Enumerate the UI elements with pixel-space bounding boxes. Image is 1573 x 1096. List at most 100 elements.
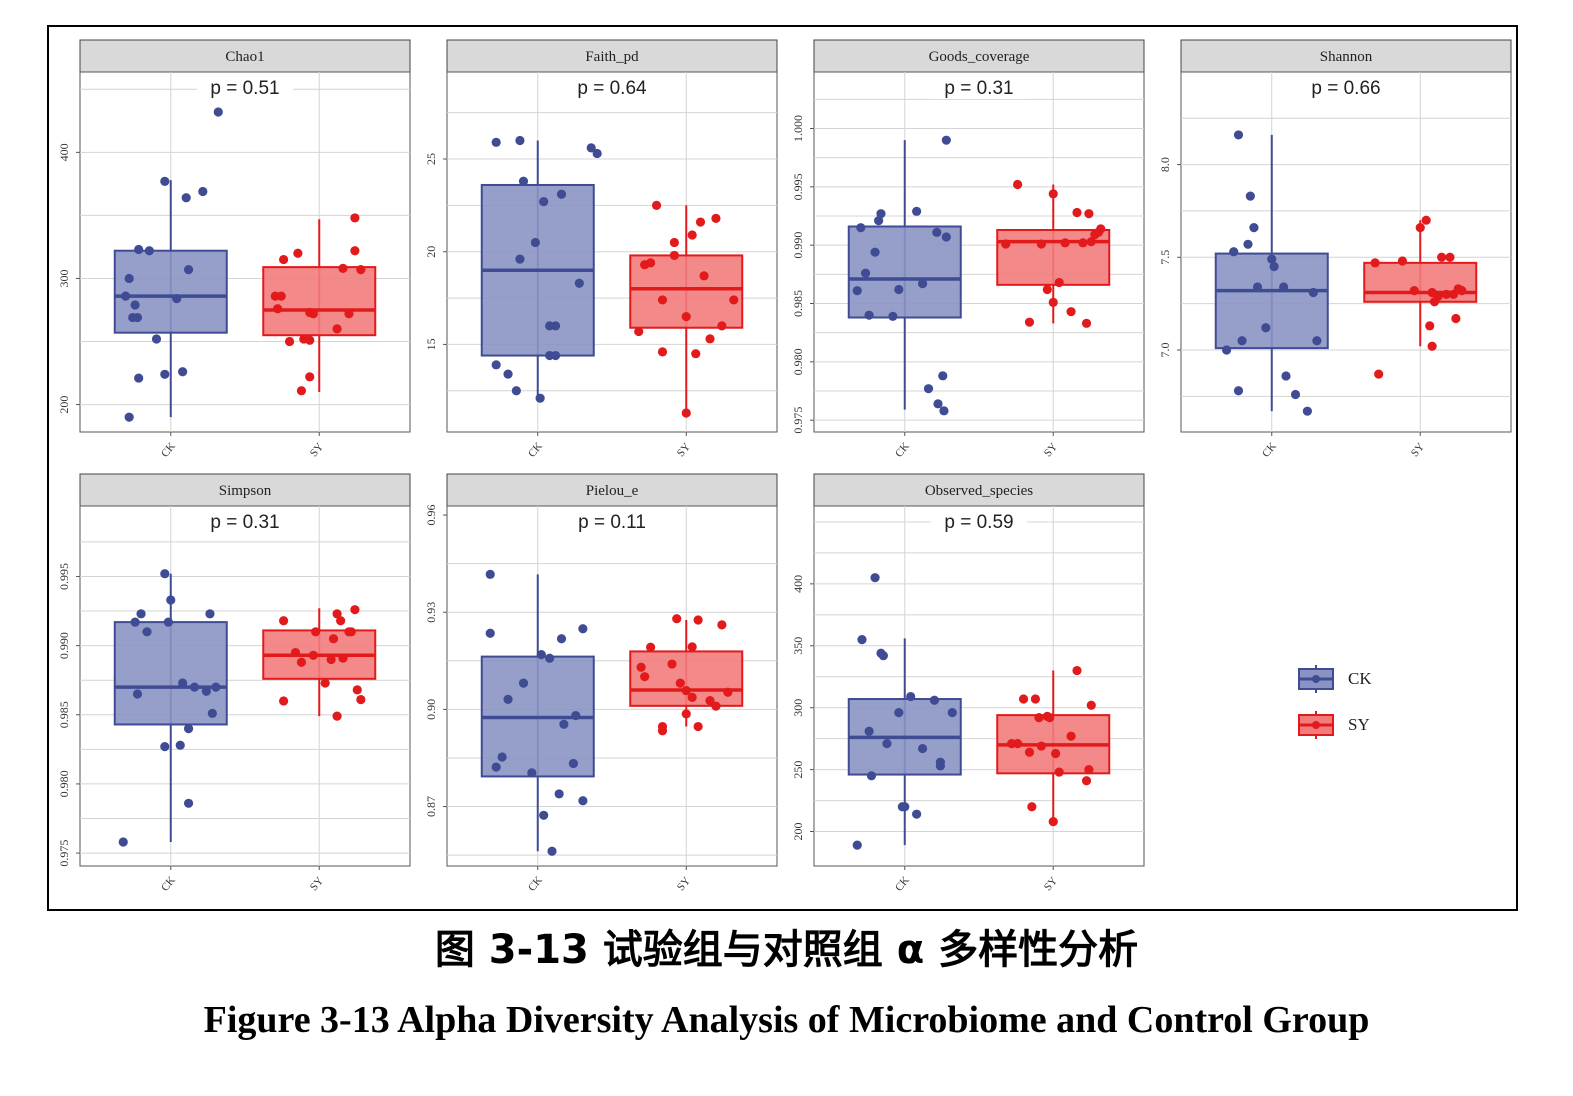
data-point-ck [130,300,140,310]
data-point-ck [511,386,521,396]
y-tick-label: 0.96 [424,505,438,526]
data-point-sy [332,324,342,334]
data-point-sy [296,657,307,667]
data-point-ck [189,682,200,692]
data-point-ck [151,334,162,344]
data-point-sy [705,696,715,706]
data-point-sy [1001,239,1011,249]
x-tick-label: CK [1260,440,1279,459]
data-point-sy [328,634,339,644]
pvalue-bg [931,75,1027,99]
panel-title: Faith_pd [585,49,639,65]
data-point-sy [672,614,682,624]
data-point-ck [211,682,221,692]
data-point-sy [651,200,662,210]
data-point-sy [279,696,289,706]
y-tick-label: 0.980 [57,770,71,797]
pvalue-bg [564,75,660,99]
data-point-sy [308,650,318,660]
data-point-ck [121,291,131,301]
pvalue-label: p = 0.31 [944,78,1013,99]
x-tick-label: SY [1042,875,1060,894]
y-tick-label: 0.990 [791,232,805,259]
data-point-sy [693,721,703,732]
data-point-ck [578,624,588,634]
data-point-ck [503,369,513,379]
data-point-sy [1036,741,1046,751]
data-point-ck [172,294,182,304]
data-point-sy [1024,747,1035,757]
data-point-ck [518,176,529,186]
data-point-ck [485,628,495,638]
legend: CK SY [1298,656,1372,748]
data-point-sy [1051,748,1061,759]
data-point-sy [305,335,315,345]
data-point-ck [536,650,546,660]
data-point-sy [1036,239,1046,249]
data-point-ck [1252,282,1263,292]
data-point-sy [669,250,679,261]
data-point-ck [178,678,188,688]
data-point-ck [933,399,943,409]
data-point-ck [556,634,567,644]
data-point-sy [308,309,318,319]
data-point-sy [687,230,697,240]
data-point-ck [213,107,223,117]
y-tick-label: 0.980 [791,348,805,375]
data-point-ck [888,311,898,321]
data-point-sy [1374,369,1384,379]
data-point-ck [1229,247,1239,257]
data-point-sy [1030,694,1041,704]
data-point-ck [134,373,144,383]
data-point-ck [917,743,928,754]
data-point-sy [1409,286,1419,296]
data-point-ck [559,719,569,729]
pvalue-bg [197,509,293,533]
data-point-sy [1427,287,1437,298]
figure-caption-english: Figure 3-13 Alpha Diversity Analysis of … [203,999,1370,1041]
legend-label-ck: CK [1348,669,1372,688]
data-point-sy [350,213,360,223]
panel-title: Pielou_e [586,483,639,499]
data-point-sy [693,615,703,625]
data-point-ck [852,286,862,296]
y-tick-label: 200 [57,396,71,414]
data-point-ck [136,609,146,619]
data-point-sy [296,386,307,396]
data-point-sy [1048,189,1058,199]
data-point-sy [1066,307,1076,317]
data-point-sy [290,647,301,658]
data-point-sy [293,248,303,258]
data-point-sy [279,254,289,265]
data-point-ck [183,798,194,808]
x-tick-label: CK [526,440,545,459]
y-tick-label: 0.975 [57,840,71,867]
y-tick-label: 0.93 [424,602,438,623]
data-point-ck [527,768,537,778]
data-point-ck [586,143,596,153]
data-point-ck [160,369,170,379]
data-point-ck [864,726,874,736]
y-tick-label: 350 [791,637,805,655]
data-point-sy [1034,712,1044,723]
box-sy [1363,261,1478,303]
data-point-ck [1222,345,1232,355]
data-point-ck [923,384,934,394]
data-point-ck [947,708,957,718]
data-point-ck [857,634,867,645]
data-point-ck [568,758,578,769]
data-point-sy [646,642,656,652]
data-point-sy [311,627,321,637]
data-point-sy [1024,317,1035,327]
data-point-sy [1042,284,1052,295]
panel-chao1: Chao1 200 300 400 CK SY p = 0.51 [57,39,411,460]
data-point-sy [691,349,701,359]
data-point-ck [178,367,188,377]
data-point-ck [938,371,948,381]
y-tick-label: 0.990 [57,632,71,659]
data-point-sy [711,213,721,223]
x-tick-label: CK [526,874,545,893]
data-point-ck [860,268,871,278]
data-point-sy [338,653,348,663]
data-point-ck [183,265,194,275]
